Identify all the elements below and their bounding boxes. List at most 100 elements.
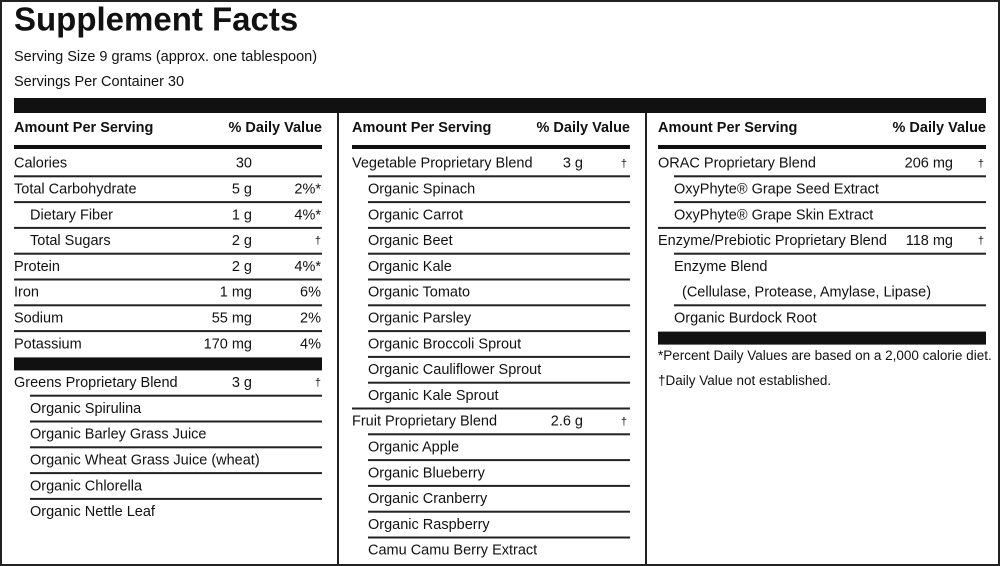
row-dv: 4% [300,336,321,352]
row-dv: † [978,235,984,247]
row-name: Organic Burdock Root [674,311,817,327]
row-name: OxyPhyte® Grape Seed Extract [674,182,879,198]
row-name: Organic Carrot [368,207,463,223]
row-name: Organic Nettle Leaf [30,504,156,520]
row-name: Organic Wheat Grass Juice (wheat) [30,453,260,469]
row-name: Organic Tomato [368,285,470,301]
header-rule [352,145,630,149]
row-name: Organic Broccoli Sprout [368,336,521,352]
row-rule [658,226,986,229]
row-rule [368,459,630,462]
thick-bar [658,331,986,345]
row-name: Organic Raspberry [368,517,490,533]
row-name: Organic Chlorella [30,478,143,494]
row-rule [368,510,630,513]
row-name: Organic Barley Grass Juice [30,427,206,443]
row-name: Organic Apple [368,440,459,456]
row-rule [674,252,986,255]
row-amount: 3 g [232,375,252,391]
row-rule [30,420,322,423]
row-rule [368,484,630,487]
footnote: *Percent Daily Values are based on a 2,0… [658,348,992,363]
row-rule [14,278,322,281]
header-dv: % Daily Value [893,120,987,136]
row-name: Organic Cauliflower Sprout [368,362,541,378]
row-name: Organic Cranberry [368,491,488,507]
row-rule [368,226,630,229]
row-amount: 2.6 g [551,414,583,430]
row-name: OxyPhyte® Grape Skin Extract [674,207,873,223]
row-amount: 3 g [563,156,583,172]
row-dv: † [315,377,321,389]
row-name: Organic Spirulina [30,401,142,417]
row-rule [368,536,630,539]
header-rule [14,145,322,149]
row-name: Enzyme Blend [674,259,768,275]
row-amount: 2 g [232,233,252,249]
row-dv: 4%* [294,259,321,275]
divider [337,113,339,565]
row-name: Dietary Fiber [30,207,113,223]
row-rule [368,201,630,204]
row-rule [368,433,630,436]
row-name: Sodium [14,311,63,327]
row-dv: 2%* [294,182,321,198]
thick-bar [14,98,986,113]
row-rule [30,472,322,475]
row-name: Organic Blueberry [368,465,486,481]
row-detail: (Cellulase, Protease, Amylase, Lipase) [682,285,931,301]
divider [645,113,647,565]
thick-bar [14,357,322,371]
header-amount: Amount Per Serving [352,120,491,136]
row-rule [30,394,322,397]
row-name: Organic Parsley [368,311,472,327]
row-name: Protein [14,259,60,275]
row-rule [30,446,322,449]
row-rule [368,304,630,307]
row-dv: 6% [300,285,321,301]
row-rule [674,175,986,178]
row-name: Greens Proprietary Blend [14,375,178,391]
row-amount: 1 mg [220,285,252,301]
header-rule [658,145,986,149]
footnote: †Daily Value not established. [658,373,831,388]
row-dv: † [621,158,627,170]
row-amount: 55 mg [212,311,252,327]
row-rule [368,278,630,281]
row-dv: † [315,235,321,247]
row-name: Enzyme/Prebiotic Proprietary Blend [658,233,887,249]
row-amount: 170 mg [204,336,252,352]
row-amount: 30 [236,156,252,172]
row-name: Organic Kale [368,259,452,275]
row-name: Calories [14,156,67,172]
row-amount: 5 g [232,182,252,198]
row-rule [14,175,322,178]
row-name: Iron [14,285,39,301]
row-rule [674,201,986,204]
header-dv: % Daily Value [229,120,323,136]
row-dv: 4%* [294,207,321,223]
row-dv: 2% [300,311,321,327]
row-name: Organic Spinach [368,182,475,198]
row-rule [30,497,322,500]
row-rule [14,201,322,204]
row-amount: 206 mg [905,156,953,172]
row-rule [368,330,630,333]
row-amount: 2 g [232,259,252,275]
row-rule [14,330,322,333]
row-rule [368,252,630,255]
row-amount: 1 g [232,207,252,223]
row-rule [368,175,630,178]
row-name: Potassium [14,336,82,352]
row-rule [14,252,322,255]
row-dv: † [621,416,627,428]
row-name: Organic Kale Sprout [368,388,499,404]
row-rule [368,381,630,384]
row-dv: † [978,158,984,170]
servings-per-container: Servings Per Container 30 [14,74,184,90]
serving-size: Serving Size 9 grams (approx. one tables… [14,49,317,65]
row-name: Camu Camu Berry Extract [368,543,537,559]
row-amount: 118 mg [906,233,953,249]
